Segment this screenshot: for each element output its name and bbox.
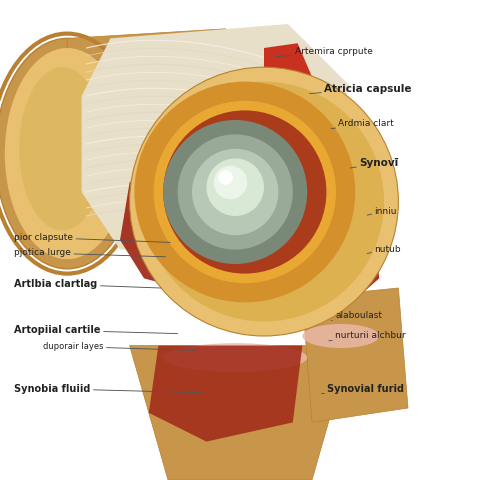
Text: alaboulast: alaboulast — [331, 312, 382, 321]
Text: pior clapsute: pior clapsute — [14, 233, 170, 242]
Ellipse shape — [130, 67, 398, 336]
Polygon shape — [302, 288, 408, 422]
Ellipse shape — [163, 343, 307, 372]
Ellipse shape — [5, 48, 130, 259]
Ellipse shape — [163, 120, 307, 264]
Ellipse shape — [178, 134, 293, 250]
Polygon shape — [67, 29, 274, 106]
Ellipse shape — [218, 170, 233, 185]
Ellipse shape — [154, 101, 336, 283]
Polygon shape — [130, 346, 350, 480]
Ellipse shape — [134, 82, 355, 302]
Polygon shape — [149, 346, 302, 442]
Polygon shape — [264, 43, 312, 96]
Ellipse shape — [19, 67, 106, 230]
Ellipse shape — [192, 149, 278, 235]
Text: nurturii alchbur: nurturii alchbur — [329, 332, 406, 341]
Text: duporair layes: duporair layes — [43, 342, 194, 351]
Polygon shape — [120, 154, 274, 298]
Text: Artlbia clartlag: Artlbia clartlag — [14, 279, 161, 289]
Ellipse shape — [302, 324, 379, 348]
Text: Ardmia clart: Ardmia clart — [331, 120, 394, 129]
Text: nutub: nutub — [367, 245, 401, 254]
Ellipse shape — [163, 110, 326, 274]
Text: inniu: inniu — [367, 207, 397, 216]
Text: Synobia fluiid: Synobia fluiid — [14, 384, 202, 394]
Text: pjotica lurge: pjotica lurge — [14, 249, 166, 257]
Text: Atricia capsule: Atricia capsule — [310, 84, 411, 94]
Ellipse shape — [206, 158, 264, 216]
Text: Synovī: Synovī — [350, 158, 398, 168]
Polygon shape — [283, 134, 379, 312]
Ellipse shape — [0, 38, 139, 269]
Polygon shape — [82, 24, 350, 250]
Text: Artopiial cartile: Artopiial cartile — [14, 325, 178, 335]
Text: Synovial furid: Synovial furid — [322, 384, 404, 394]
Ellipse shape — [214, 166, 247, 199]
Text: Artemira cprpute: Artemira cprpute — [276, 48, 373, 57]
Ellipse shape — [144, 82, 384, 322]
